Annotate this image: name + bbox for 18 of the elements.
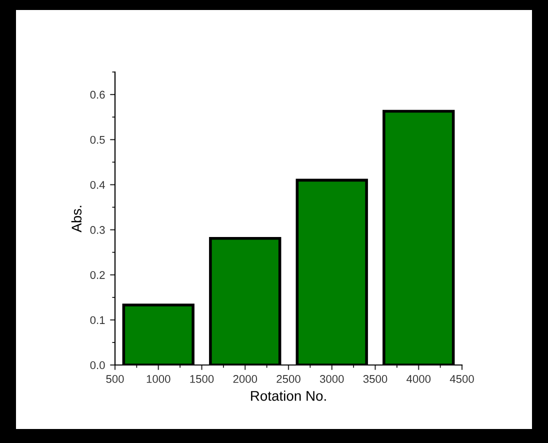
x-tick-label: 2500 <box>276 375 300 383</box>
y-tick-label: 0.1 <box>90 316 105 324</box>
x-axis-title: Rotation No. <box>251 390 326 401</box>
x-tick-label: 4000 <box>406 375 431 383</box>
x-tick-label: 3000 <box>320 375 344 383</box>
x-tick-label: 3500 <box>363 375 388 383</box>
x-tick-label: 2000 <box>233 375 258 383</box>
x-tick-label: 1500 <box>190 375 214 383</box>
y-tick-label: 0.2 <box>90 271 105 279</box>
y-tick-label: 0.5 <box>90 136 105 144</box>
y-tick-label: 0.3 <box>90 226 105 234</box>
x-tick-label: 1000 <box>146 375 170 383</box>
x-tick-label: 4500 <box>450 375 474 383</box>
y-axis-title: Abs. <box>71 206 82 232</box>
y-tick-label: 0.4 <box>90 180 105 189</box>
x-tick-label: 500 <box>106 375 124 383</box>
y-tick-label: 0.6 <box>90 90 105 99</box>
y-tick-label: 0.0 <box>90 361 105 370</box>
